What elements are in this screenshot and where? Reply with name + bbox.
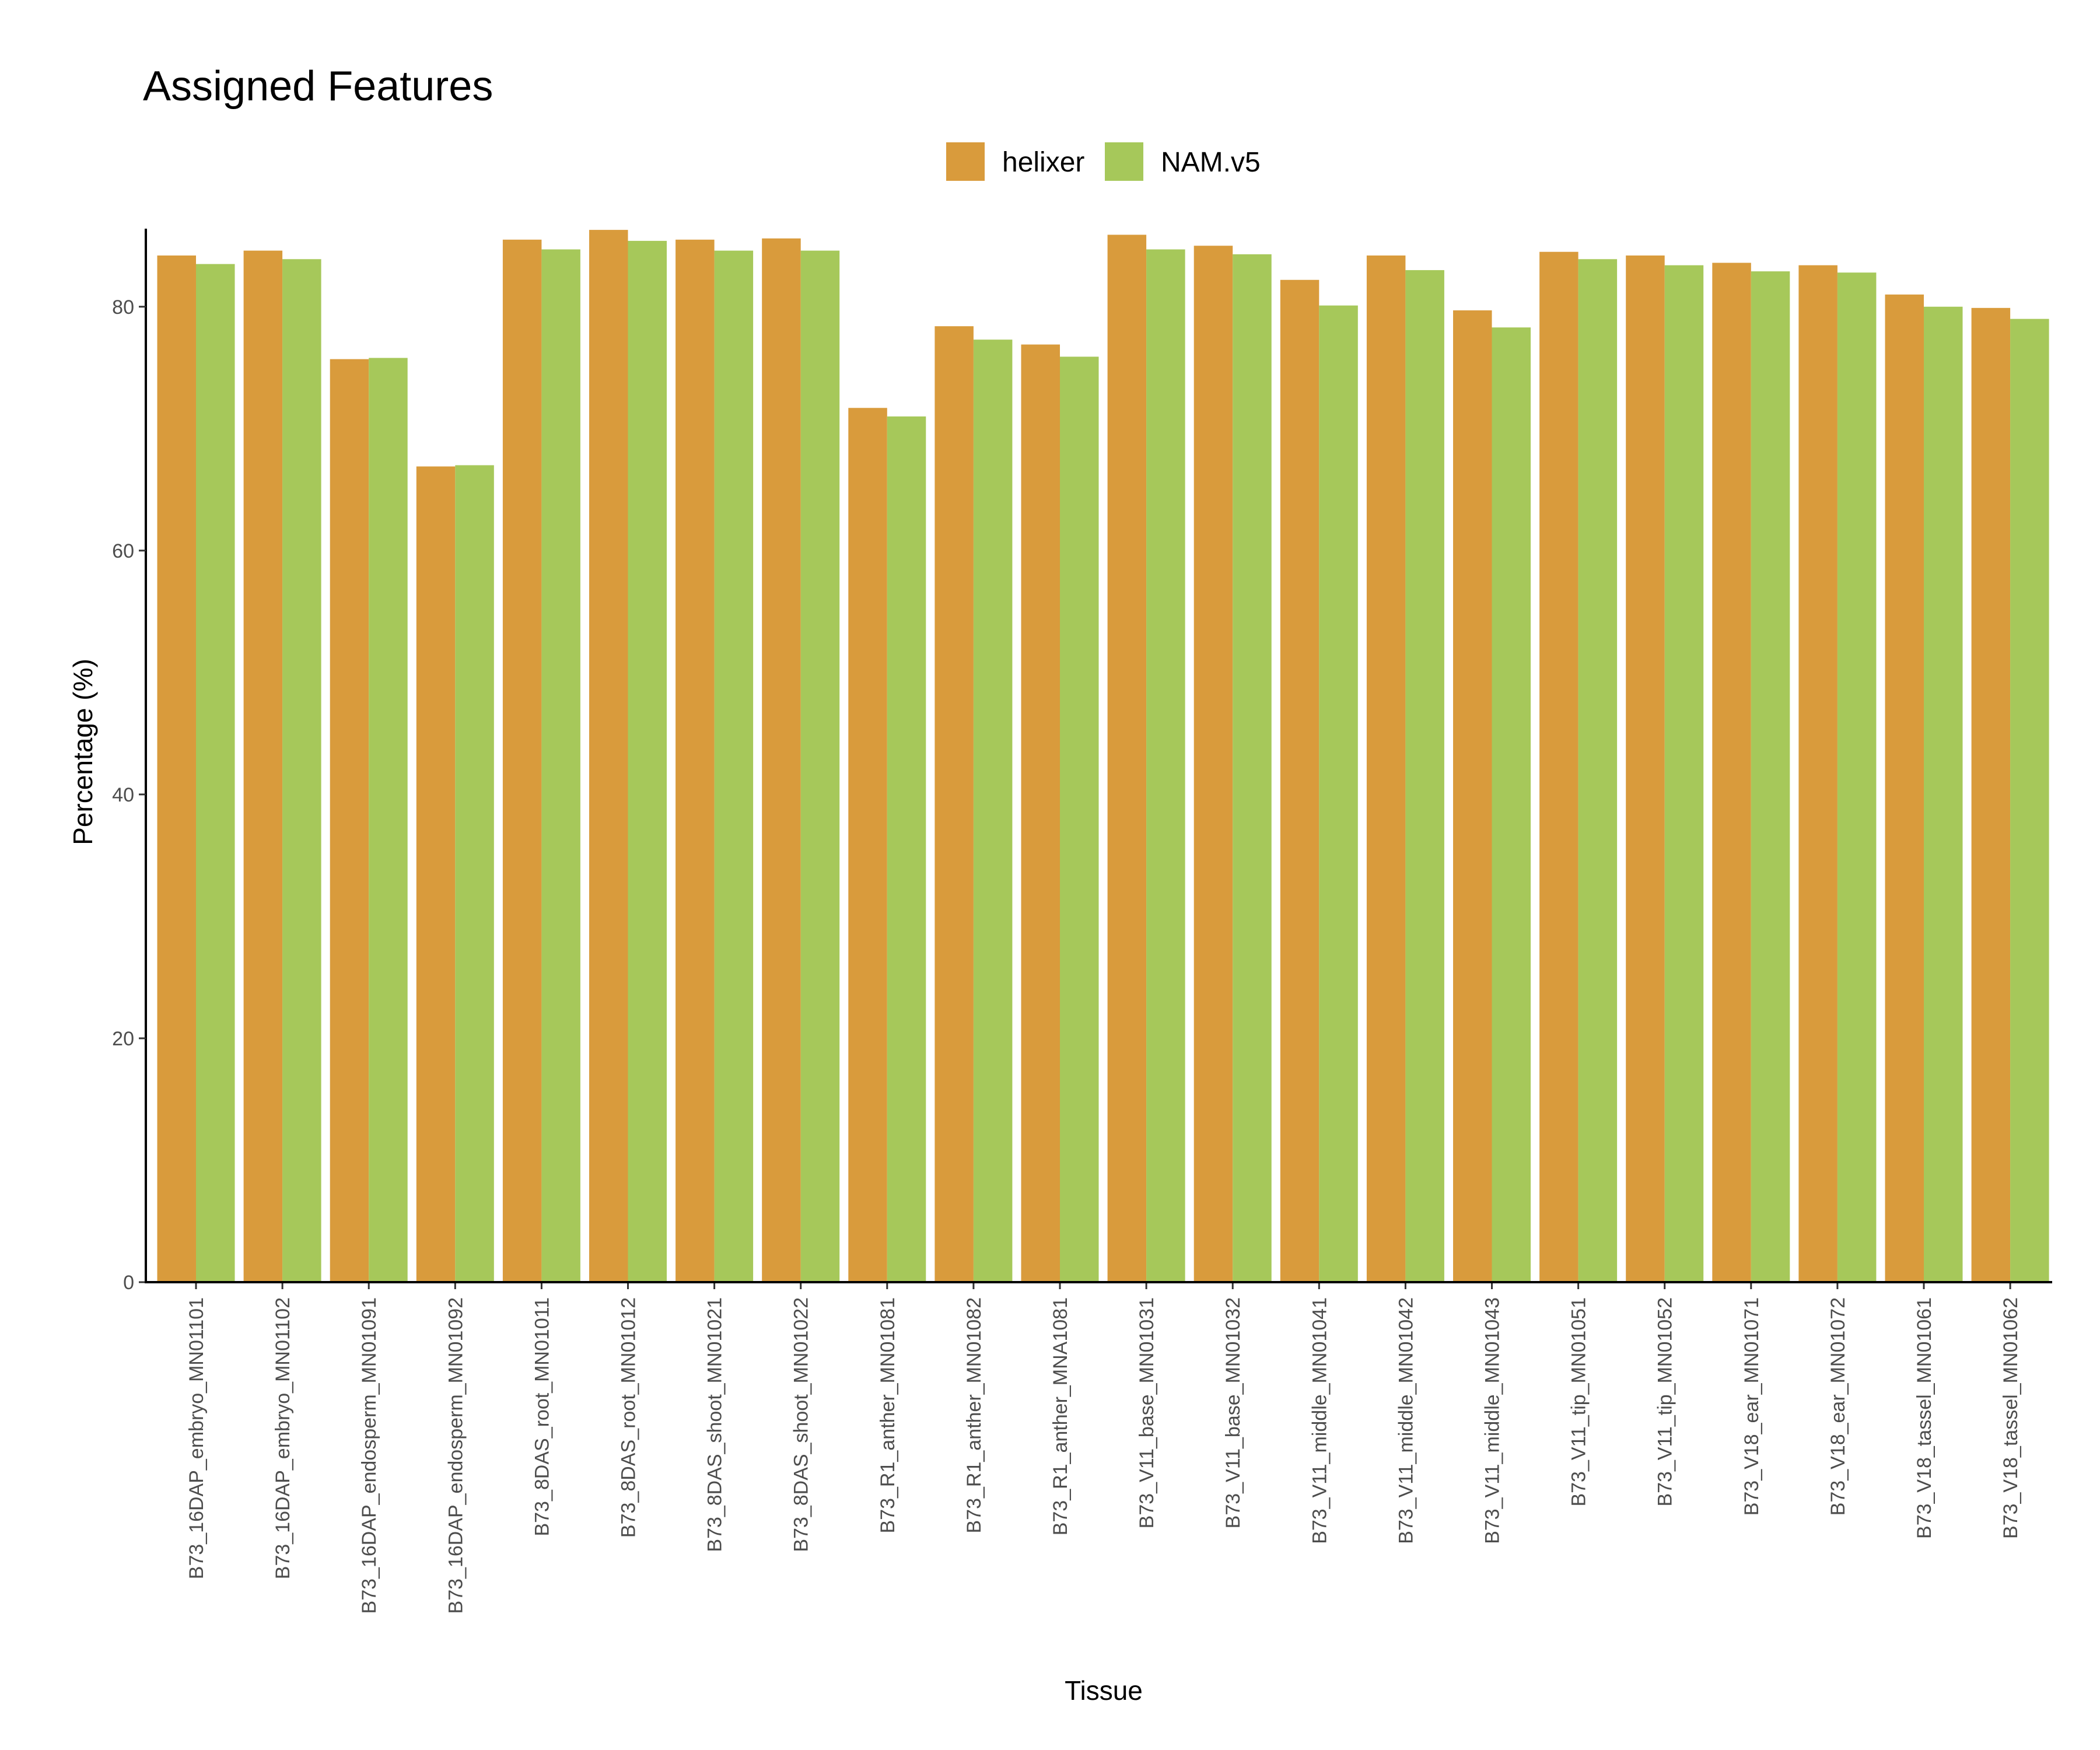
bar-nam-v5-2: [282, 259, 321, 1282]
bar-nam-v5-8: [800, 250, 840, 1282]
y-axis: 0 20 40 60 80: [112, 229, 147, 1294]
x-tick-label: B73_V11_tip_MN01052: [1654, 1297, 1676, 1507]
bar-helixer-9: [848, 408, 887, 1282]
y-tick-label: 20: [112, 1028, 134, 1050]
bar-helixer-20: [1798, 265, 1838, 1283]
bar-helixer-14: [1280, 279, 1320, 1282]
y-axis-title: Percentage (%): [68, 659, 98, 845]
bar-helixer-11: [1021, 344, 1060, 1282]
y-tick-label: 60: [112, 540, 134, 562]
bar-nam-v5-18: [1664, 265, 1704, 1283]
x-tick-label: B73_V11_middle_MN01043: [1482, 1297, 1504, 1544]
bar-nam-v5-20: [1837, 272, 1877, 1282]
y-tick-label: 0: [123, 1272, 134, 1294]
x-tick-label: B73_V18_tassel_MN01062: [2000, 1297, 2022, 1539]
bar-helixer-2: [243, 250, 283, 1282]
bar-nam-v5-10: [973, 340, 1013, 1282]
x-tick-label: B73_16DAP_endosperm_MN01092: [444, 1297, 467, 1614]
bar-helixer-5: [502, 239, 542, 1282]
bar-nam-v5-11: [1060, 356, 1099, 1282]
bar-nam-v5-16: [1492, 327, 1531, 1282]
y-tick-label: 40: [112, 784, 134, 806]
bar-helixer-15: [1366, 255, 1406, 1282]
x-tick-label: B73_V11_base_MN01031: [1136, 1297, 1158, 1528]
bar-nam-v5-5: [541, 249, 580, 1282]
x-tick-label: B73_V11_middle_MN01042: [1395, 1297, 1417, 1544]
bar-nam-v5-14: [1319, 305, 1358, 1283]
bars: [157, 230, 2049, 1283]
bar-helixer-3: [330, 359, 369, 1283]
bar-nam-v5-4: [455, 465, 494, 1282]
x-tick-label: B73_R1_anther_MNA1081: [1049, 1297, 1072, 1535]
legend-swatch-helixer: [946, 142, 985, 181]
bar-nam-v5-19: [1751, 271, 1790, 1282]
bar-nam-v5-7: [714, 250, 754, 1282]
bar-helixer-22: [1971, 307, 2011, 1282]
x-tick-label: B73_8DAS_root_MN01011: [531, 1297, 553, 1536]
bar-helixer-19: [1712, 262, 1751, 1282]
bar-nam-v5-21: [1924, 306, 1963, 1282]
bar-helixer-1: [157, 255, 196, 1282]
bar-helixer-16: [1453, 310, 1492, 1282]
legend-swatch-nam-v5: [1105, 142, 1143, 181]
bar-helixer-8: [762, 238, 801, 1283]
x-tick-label: B73_8DAS_root_MN01012: [618, 1297, 640, 1538]
bar-helixer-4: [416, 466, 456, 1282]
chart-title: Assigned Features: [143, 63, 493, 110]
x-axis-title: Tissue: [1065, 1675, 1143, 1706]
bar-nam-v5-12: [1146, 249, 1185, 1282]
x-tick-label: B73_V11_tip_MN01051: [1568, 1297, 1590, 1507]
x-tick-label: B73_16DAP_endosperm_MN01091: [358, 1297, 380, 1614]
bar-helixer-17: [1539, 251, 1578, 1283]
bar-nam-v5-1: [196, 264, 235, 1282]
x-tick-label: B73_V11_middle_MN01041: [1308, 1297, 1331, 1544]
bar-nam-v5-3: [369, 358, 408, 1282]
legend: helixer NAM.v5: [946, 142, 1261, 181]
bar-nam-v5-13: [1233, 254, 1272, 1282]
x-tick-label: B73_V18_tassel_MN01061: [1913, 1297, 1936, 1539]
bar-helixer-7: [676, 239, 715, 1282]
bar-helixer-13: [1194, 246, 1233, 1282]
legend-label-helixer: helixer: [1002, 147, 1084, 178]
x-tick-label: B73_V18_ear_MN01072: [1827, 1297, 1849, 1516]
bar-helixer-12: [1107, 235, 1147, 1283]
x-tick-label: B73_V18_ear_MN01071: [1741, 1297, 1763, 1516]
y-tick-label: 80: [112, 296, 134, 318]
x-tick-label: B73_R1_anther_MN01081: [877, 1297, 899, 1534]
bar-helixer-10: [935, 326, 974, 1282]
x-tick-label: B73_R1_anther_MN01082: [963, 1297, 985, 1534]
bar-nam-v5-6: [628, 240, 667, 1282]
bar-nam-v5-15: [1405, 270, 1444, 1282]
x-tick-label: B73_V11_base_MN01032: [1222, 1297, 1244, 1528]
bar-nam-v5-9: [887, 416, 926, 1282]
x-axis: B73_16DAP_embryo_MN01101 B73_16DAP_embryo…: [145, 1281, 2052, 1614]
bar-helixer-6: [589, 230, 628, 1283]
x-tick-label: B73_16DAP_embryo_MN01101: [186, 1297, 208, 1579]
bar-helixer-21: [1885, 294, 1924, 1282]
bar-nam-v5-17: [1578, 259, 1618, 1282]
x-tick-label: B73_8DAS_shoot_MN01021: [704, 1297, 726, 1552]
x-tick-label: B73_8DAS_shoot_MN01022: [790, 1297, 813, 1552]
bar-nam-v5-22: [2010, 318, 2049, 1283]
legend-label-nam-v5: NAM.v5: [1161, 147, 1261, 178]
bar-helixer-18: [1626, 255, 1665, 1282]
x-tick-label: B73_16DAP_embryo_MN01102: [272, 1297, 294, 1579]
